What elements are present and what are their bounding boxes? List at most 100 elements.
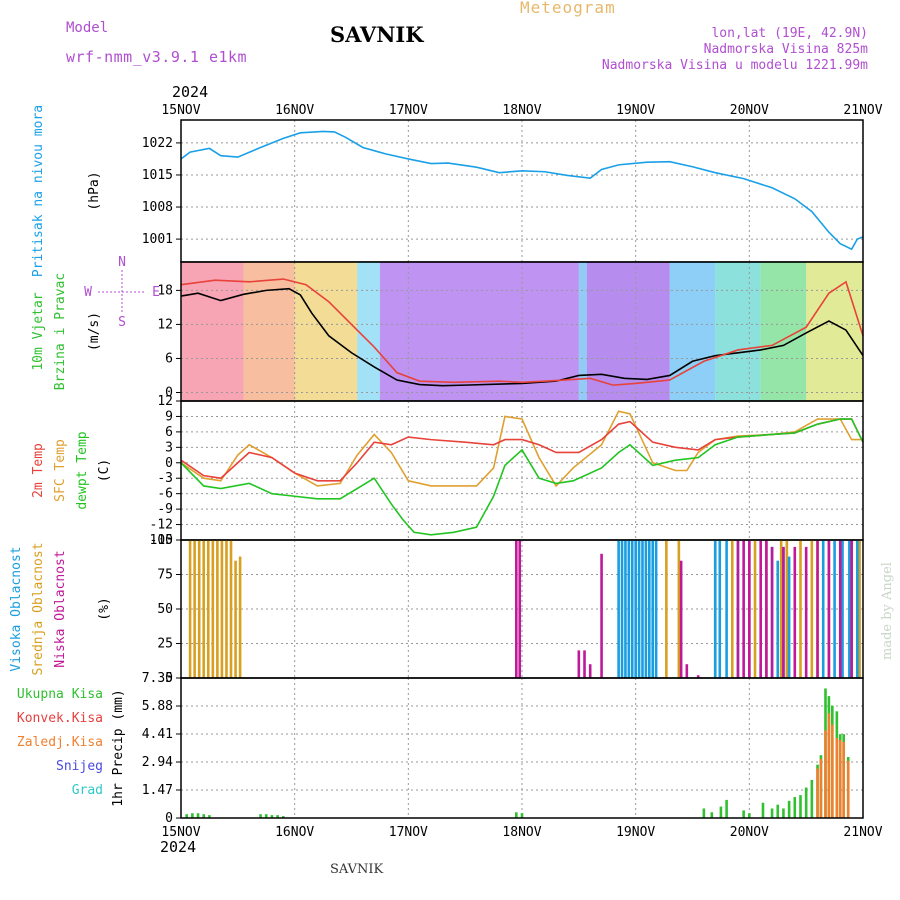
bar-mid_cloud xyxy=(220,540,224,678)
y-tick-label: 6 xyxy=(165,351,173,366)
bar-high_cloud xyxy=(624,540,627,678)
compass-label: E xyxy=(152,285,160,300)
y-tick-label: 100 xyxy=(150,533,173,548)
bar-low_cloud xyxy=(696,675,700,678)
bar-high_cloud xyxy=(630,540,634,678)
bar-total_precip xyxy=(264,814,268,818)
bar-total_precip xyxy=(719,806,723,818)
bar-high_cloud xyxy=(634,540,637,678)
precip-legend-item: Grad xyxy=(72,783,103,798)
x-tick-label-top: 18NOV xyxy=(502,103,541,118)
bar-high_cloud xyxy=(651,540,655,678)
wind-field-band xyxy=(243,262,295,401)
compass-label: S xyxy=(118,315,126,330)
y-tick-label: 0 xyxy=(165,385,173,400)
bar-mid_cloud xyxy=(799,540,802,678)
wind-field-band xyxy=(578,262,587,401)
y-tick-label: -6 xyxy=(157,487,173,502)
bar-low_cloud xyxy=(782,546,785,678)
series-line-temp2m xyxy=(180,278,864,386)
bar-high_cloud xyxy=(654,540,658,678)
bar-total_precip xyxy=(270,815,274,818)
bar-total_precip xyxy=(793,797,797,818)
bar-frozen xyxy=(831,724,834,818)
bar-mid_cloud xyxy=(753,540,757,678)
bar-low_cloud xyxy=(765,540,768,678)
bar-low_cloud xyxy=(793,546,797,678)
y-tick-label: 0 xyxy=(165,456,173,471)
bar-total_precip xyxy=(282,816,285,818)
y-tick-label: -15 xyxy=(150,533,173,548)
bar-frozen xyxy=(816,768,819,818)
y-tick-label: 0 xyxy=(165,811,173,826)
bar-high_cloud xyxy=(637,540,641,678)
y-tick-label: -9 xyxy=(157,502,173,517)
bar-mid_cloud xyxy=(197,540,201,678)
x-tick-label-bottom: 17NOV xyxy=(389,825,428,840)
y-tick-label: 4.41 xyxy=(142,727,173,742)
bar-total_precip xyxy=(799,795,802,818)
bar-low_cloud xyxy=(770,546,774,678)
bar-total_precip xyxy=(748,813,751,818)
year-top: 2024 xyxy=(172,83,209,101)
y-axis-label: 2m Temp xyxy=(31,443,46,498)
x-tick-label-top: 17NOV xyxy=(389,103,428,118)
x-tick-label-top: 19NOV xyxy=(616,103,655,118)
y-axis-label: SFC Temp xyxy=(53,439,68,502)
bar-frozen xyxy=(819,758,823,818)
wind-field-band xyxy=(806,262,863,401)
model-label: Model xyxy=(66,20,109,36)
compass-label: W xyxy=(84,285,92,300)
model-name: wrf-nmm_v3.9.1 e1km xyxy=(66,48,248,66)
bar-high_cloud xyxy=(725,540,728,678)
x-tick-label-bottom: 16NOV xyxy=(275,825,314,840)
bar-total_precip xyxy=(770,808,774,818)
bar-low_cloud xyxy=(515,540,518,678)
y-tick-label: -3 xyxy=(157,471,173,486)
wind-field-band xyxy=(715,262,761,401)
bar-high_cloud xyxy=(821,540,825,678)
bar-high_cloud xyxy=(841,540,844,678)
bar-low_cloud xyxy=(816,540,819,678)
y-tick-label: 18 xyxy=(157,283,173,298)
bar-mid_cloud xyxy=(234,560,237,678)
y-axis-label: Niska Oblacnost xyxy=(53,550,68,667)
bar-frozen xyxy=(827,713,831,818)
bar-high_cloud xyxy=(718,540,722,678)
x-tick-label-top: 21NOV xyxy=(843,103,882,118)
bar-low_cloud xyxy=(804,546,808,678)
compass-label: N xyxy=(118,255,126,270)
y-tick-label: 1.47 xyxy=(142,783,173,798)
y-axis-label: Brzina i Pravac xyxy=(53,273,68,390)
y-tick-label: 75 xyxy=(157,568,173,583)
meteogram-subtitle: Meteogram xyxy=(520,0,616,17)
bar-mid_cloud xyxy=(785,540,789,678)
bar-high_cloud xyxy=(644,540,648,678)
bar-mid_cloud xyxy=(665,540,668,678)
bar-low_cloud xyxy=(742,540,745,678)
bar-frozen xyxy=(846,760,850,818)
y-tick-label: 3 xyxy=(165,440,173,455)
y-tick-label: 50 xyxy=(157,602,173,617)
bar-total_precip xyxy=(515,812,518,818)
bar-total_precip xyxy=(776,804,780,818)
y-axis-label: Pritisak na nivou mora xyxy=(31,105,46,277)
bar-mid_cloud xyxy=(193,540,196,678)
y-axis-label: Visoka Oblacnost xyxy=(9,546,24,671)
y-tick-label: 25 xyxy=(157,637,173,652)
x-tick-label-bottom: 21NOV xyxy=(843,825,882,840)
bar-total_precip xyxy=(191,813,194,818)
bar-frozen xyxy=(824,730,827,818)
panel-frame-precipitation xyxy=(180,677,864,819)
bar-total_precip xyxy=(810,779,814,818)
bar-total_precip xyxy=(710,812,714,818)
bar-mid_cloud xyxy=(225,540,228,678)
bar-mid_cloud xyxy=(202,540,206,678)
station-title: SAVNIK xyxy=(330,22,424,47)
y-tick-label: 12 xyxy=(157,317,173,332)
y-tick-label: 5.88 xyxy=(142,699,173,714)
bar-high_cloud xyxy=(641,540,644,678)
y-tick-label: 1022 xyxy=(142,136,173,151)
bar-low_cloud xyxy=(679,560,683,678)
bar-high_cloud xyxy=(776,560,780,678)
